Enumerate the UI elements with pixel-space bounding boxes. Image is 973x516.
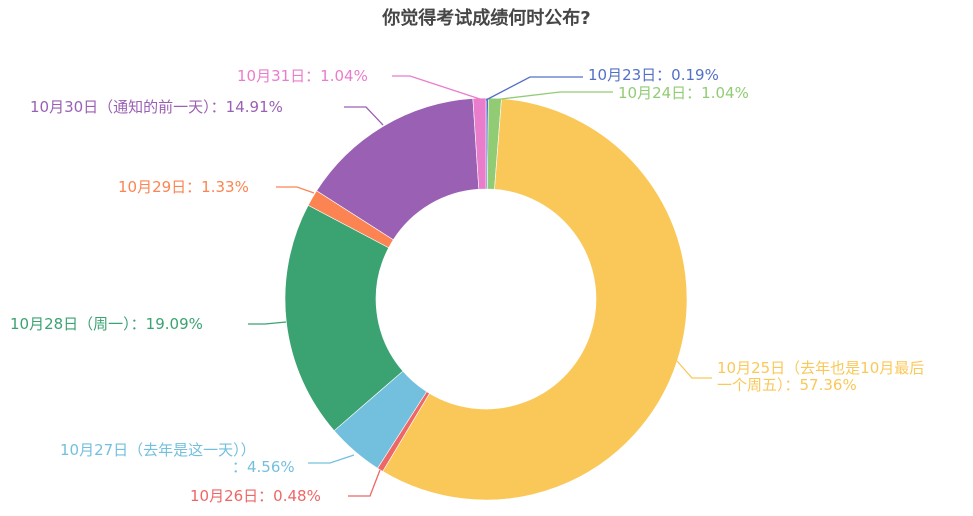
- leader-line-31: [392, 75, 481, 100]
- label-oct-25-line2: 一个周五）：57.36%: [717, 376, 857, 394]
- label-oct-25-line1: 10月25日（去年也是10月最后: [717, 359, 925, 377]
- leader-line-28: [248, 321, 287, 325]
- label-oct-30: 10月30日（通知的前一天）：14.91%: [30, 98, 283, 116]
- leader-line-26: [348, 469, 381, 497]
- leader-line-24: [492, 91, 613, 101]
- label-oct-27-line2: ：4.56%: [232, 458, 295, 476]
- label-oct-24: 10月24日：1.04%: [618, 84, 749, 102]
- label-oct-26: 10月26日：0.48%: [190, 487, 321, 505]
- donut-slice[interactable]: [284, 204, 404, 432]
- label-oct-23: 10月23日：0.19%: [588, 66, 719, 84]
- donut-slice[interactable]: [382, 98, 688, 501]
- leader-line-30: [344, 106, 384, 126]
- leader-line-25: [676, 360, 712, 379]
- leader-line-27: [308, 454, 355, 464]
- leader-lines: [248, 75, 712, 497]
- label-oct-29: 10月29日：1.33%: [118, 178, 249, 196]
- label-oct-28: 10月28日（周一）：19.09%: [10, 315, 203, 333]
- donut-slices: [284, 97, 688, 501]
- leader-line-23: [485, 76, 583, 101]
- leader-line-29: [276, 186, 315, 194]
- label-oct-31: 10月31日：1.04%: [237, 67, 368, 85]
- chart-title: 你觉得考试成绩何时公布?: [382, 8, 591, 29]
- label-oct-27-line1: 10月27日（去年是这一天））: [60, 441, 256, 459]
